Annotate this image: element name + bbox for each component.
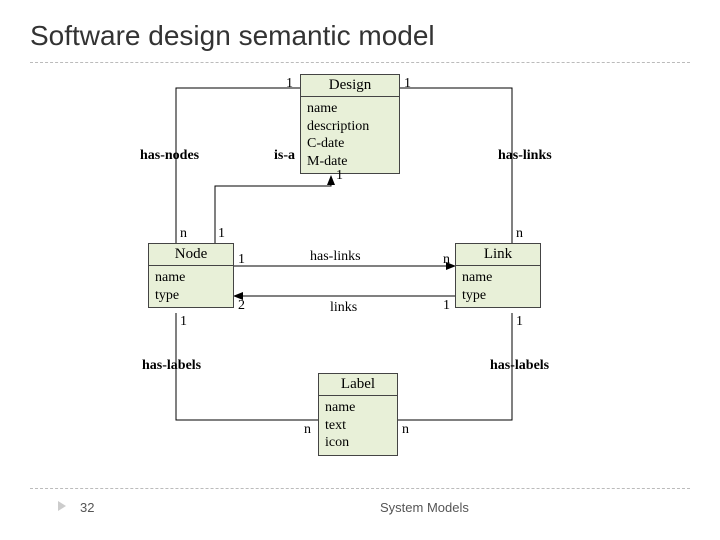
- semantic-model-diagram: Design name description C-date M-date No…: [0, 68, 720, 483]
- mult: 1: [180, 314, 187, 330]
- page-title: Software design semantic model: [30, 20, 435, 52]
- entity-label: Label name text icon: [318, 373, 398, 456]
- entity-link: Link name type: [455, 243, 541, 308]
- attr: name: [155, 269, 227, 287]
- entity-attrs: name description C-date M-date: [301, 97, 399, 173]
- edge-label-has-nodes: has-nodes: [140, 148, 199, 164]
- attr: name: [325, 399, 391, 417]
- divider-top: [30, 62, 690, 63]
- attr: M-date: [307, 153, 393, 171]
- mult: n: [180, 226, 187, 242]
- entity-title: Node: [149, 244, 233, 266]
- slide-marker-icon: [58, 501, 66, 511]
- entity-attrs: name text icon: [319, 396, 397, 455]
- entity-attrs: name type: [149, 266, 233, 307]
- entity-design: Design name description C-date M-date: [300, 74, 400, 174]
- attr: C-date: [307, 135, 393, 153]
- mult: 2: [238, 298, 245, 314]
- mult: n: [516, 226, 523, 242]
- divider-bottom: [30, 488, 690, 489]
- entity-title: Link: [456, 244, 540, 266]
- attr: name: [307, 100, 393, 118]
- mult: n: [443, 252, 450, 268]
- edge-label-has-links-top: has-links: [498, 148, 552, 164]
- entity-title: Design: [301, 75, 399, 97]
- mult: 1: [443, 298, 450, 314]
- attr: text: [325, 417, 391, 435]
- attr: description: [307, 118, 393, 136]
- attr: type: [155, 287, 227, 305]
- attr: icon: [325, 434, 391, 452]
- mult: n: [304, 422, 311, 438]
- edge-label-has-labels-left: has-labels: [142, 358, 201, 374]
- mult: 1: [238, 252, 245, 268]
- footer-text: System Models: [380, 500, 469, 515]
- mult: 1: [516, 314, 523, 330]
- mult: 1: [336, 168, 343, 184]
- edge-label-is-a: is-a: [274, 148, 295, 164]
- attr: type: [462, 287, 534, 305]
- entity-title: Label: [319, 374, 397, 396]
- mult: 1: [286, 76, 293, 92]
- mult: 1: [218, 226, 225, 242]
- entity-node: Node name type: [148, 243, 234, 308]
- edge-label-has-links-mid: has-links: [310, 249, 361, 265]
- mult: n: [402, 422, 409, 438]
- edge-label-links: links: [330, 300, 357, 316]
- page-number: 32: [80, 500, 94, 515]
- edge-label-has-labels-right: has-labels: [490, 358, 549, 374]
- entity-attrs: name type: [456, 266, 540, 307]
- mult: 1: [404, 76, 411, 92]
- attr: name: [462, 269, 534, 287]
